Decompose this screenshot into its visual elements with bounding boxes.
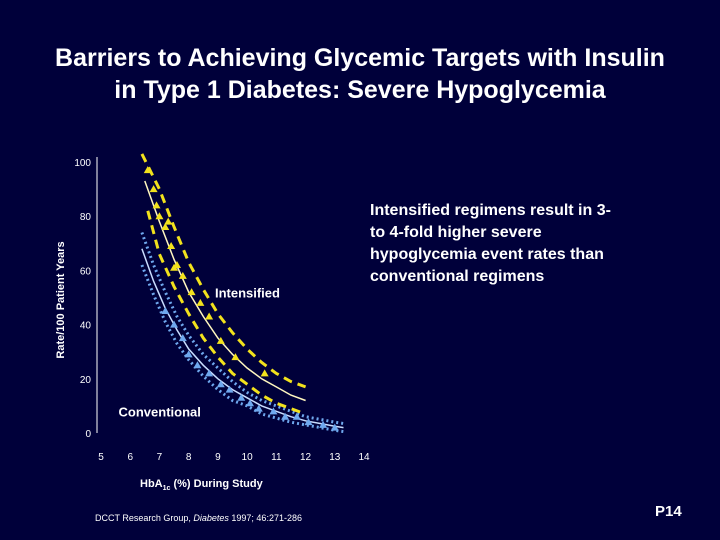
reference-journal: Diabetes <box>193 513 229 523</box>
conventional-data-point <box>281 412 290 420</box>
y-tick-label: 40 <box>80 321 92 332</box>
intensified-data-point <box>143 166 152 174</box>
conventional-lower-ci-line <box>140 264 344 434</box>
y-tick-label: 0 <box>85 429 91 440</box>
x-axis-label-sub: A1c <box>154 478 171 493</box>
intensified-series-label: Intensified <box>215 286 280 301</box>
chart-ticks: 0 20 40 60 80 100 5 6 7 8 9 10 11 12 13 14 <box>74 158 370 463</box>
conventional-data-point <box>292 412 301 420</box>
intensified-data-point <box>205 312 214 320</box>
intensified-data-point <box>196 298 205 306</box>
title-line-1: Barriers to Achieving Glycemic Targets w… <box>55 44 665 72</box>
intensified-data-point <box>167 242 176 250</box>
intensified-data-point <box>187 288 196 296</box>
x-tick-label: 8 <box>186 452 192 463</box>
conventional-data-point <box>216 380 225 388</box>
x-tick-label: 5 <box>98 452 104 463</box>
intensified-data-point <box>216 336 225 344</box>
intensified-data-point <box>172 260 181 268</box>
x-axis-label-rest: (%) During Study <box>170 478 263 490</box>
x-axis-label-sub-1c: 1c <box>162 485 171 493</box>
slide-title: Barriers to Achieving Glycemic Targets w… <box>0 42 720 106</box>
conventional-upper-ci-line <box>140 231 344 425</box>
x-tick-label: 11 <box>271 452 282 463</box>
conventional-data-point <box>254 404 263 412</box>
intensified-data-point <box>152 201 161 209</box>
conventional-data-point <box>330 423 339 431</box>
title-line-2: in Type 1 Diabetes: Severe Hypoglycemia <box>114 76 606 104</box>
y-axis-label: Rate/100 Patient Years <box>55 241 67 358</box>
x-tick-label: 14 <box>358 452 370 463</box>
intensified-data-point <box>231 353 240 361</box>
reference-suffix: 1997; 46:271-286 <box>228 513 302 523</box>
y-tick-label: 20 <box>80 375 92 386</box>
conventional-data-point <box>237 393 246 401</box>
x-axis-label: HbA1c (%) During Study <box>140 478 263 492</box>
reference-citation: DCCT Research Group, Diabetes 1997; 46:2… <box>95 513 302 523</box>
callout-text: Intensified regimens result in 3- to 4-f… <box>370 202 611 285</box>
conventional-data-point <box>178 334 187 342</box>
conventional-data-point <box>269 407 278 415</box>
y-tick-label: 100 <box>74 158 91 169</box>
intensified-data-point <box>161 223 170 231</box>
y-tick-label: 60 <box>80 266 92 277</box>
conventional-data-point <box>225 385 234 393</box>
chart-series <box>140 153 344 434</box>
x-tick-label: 10 <box>242 452 254 463</box>
reference-prefix: DCCT Research Group, <box>95 513 194 523</box>
x-tick-label: 9 <box>215 452 221 463</box>
x-tick-label: 7 <box>157 452 163 463</box>
x-axis-label-sub-a: A <box>154 478 163 490</box>
x-tick-label: 12 <box>300 452 312 463</box>
conventional-fit-line <box>141 248 344 429</box>
x-axis-label-main: Hb <box>140 478 155 490</box>
conventional-series-label: Conventional <box>119 405 201 420</box>
conventional-data-point <box>319 420 328 428</box>
conventional-data-point <box>304 418 313 426</box>
intensified-fit-line <box>144 180 306 402</box>
conventional-data-point <box>184 350 193 358</box>
conventional-data-point <box>170 320 179 328</box>
y-tick-label: 80 <box>80 212 92 223</box>
conventional-data-point <box>161 307 170 315</box>
intensified-lower-ci-line <box>146 210 307 416</box>
slide-code: P14 <box>655 503 682 520</box>
conventional-data-point <box>193 361 202 369</box>
intensified-data-point <box>164 217 173 225</box>
x-tick-label: 6 <box>127 452 133 463</box>
conventional-data-point <box>246 399 255 407</box>
x-tick-label: 13 <box>329 452 341 463</box>
intensified-data-point <box>149 185 158 193</box>
intensified-data-point <box>260 369 269 377</box>
chart-series-labels: Intensified Conventional <box>119 286 280 420</box>
intensified-data-point <box>155 212 164 220</box>
conventional-data-point <box>205 369 214 377</box>
intensified-data-point <box>178 271 187 279</box>
